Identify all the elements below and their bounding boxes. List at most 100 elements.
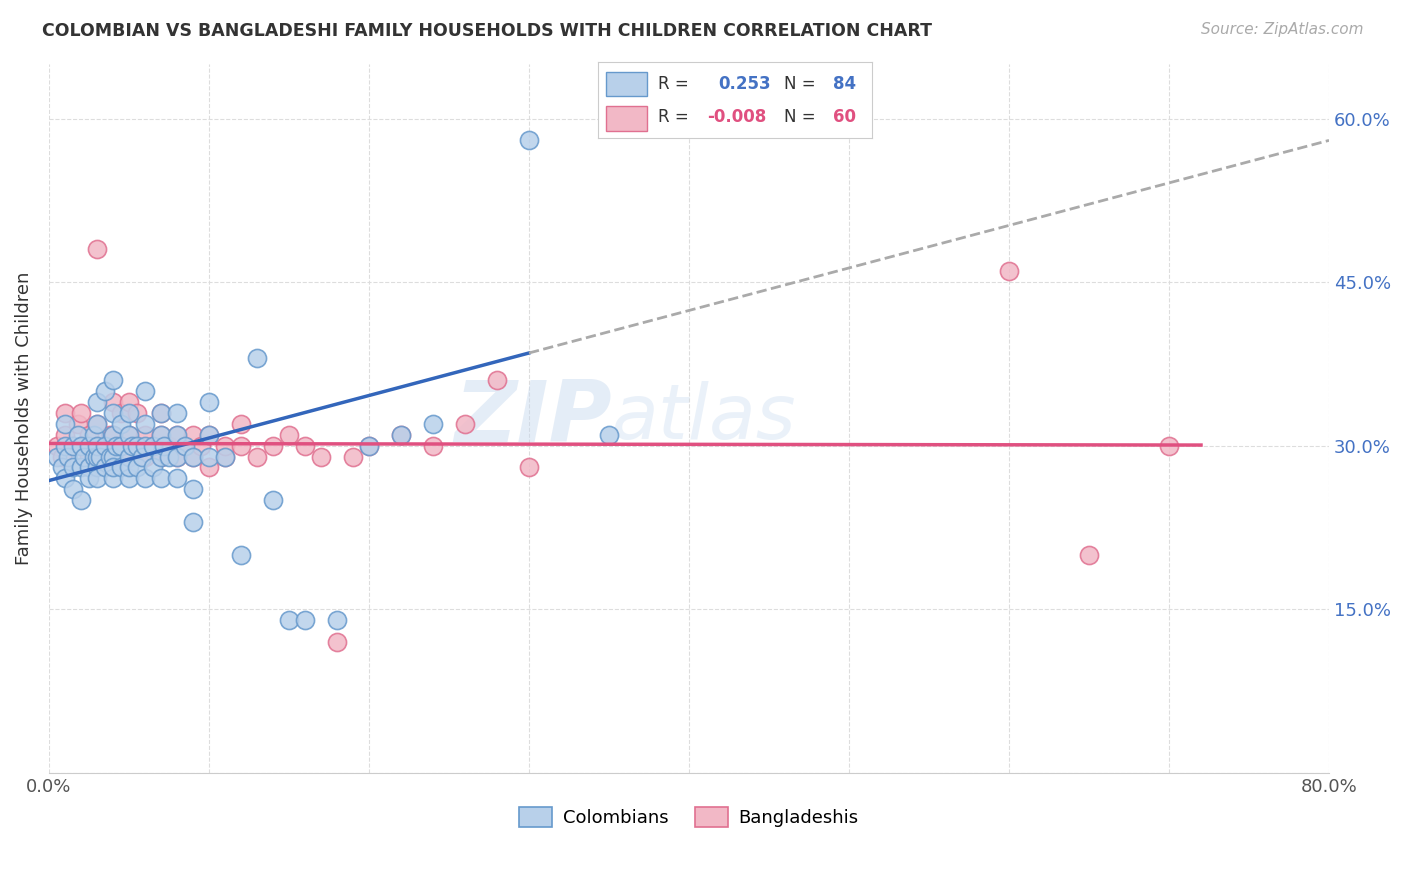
- Point: [262, 493, 284, 508]
- Point: [134, 471, 156, 485]
- Point: [125, 439, 148, 453]
- Point: [70, 439, 93, 453]
- Point: [73, 450, 96, 464]
- Point: [278, 613, 301, 627]
- Point: [53, 427, 76, 442]
- Point: [142, 460, 165, 475]
- Point: [101, 460, 124, 475]
- Point: [70, 460, 93, 475]
- Point: [101, 406, 124, 420]
- Bar: [606, 106, 647, 130]
- Point: [83, 427, 105, 442]
- Point: [262, 439, 284, 453]
- Point: [294, 613, 316, 627]
- Point: [86, 439, 108, 453]
- Point: [198, 450, 221, 464]
- Point: [149, 406, 172, 420]
- Point: [86, 471, 108, 485]
- Point: [70, 439, 93, 453]
- Point: [46, 450, 69, 464]
- Point: [214, 450, 236, 464]
- Point: [181, 515, 204, 529]
- Point: [121, 439, 143, 453]
- Point: [101, 373, 124, 387]
- Point: [1157, 439, 1180, 453]
- Text: 60: 60: [834, 108, 856, 126]
- Point: [198, 427, 221, 442]
- Point: [229, 439, 252, 453]
- Point: [422, 439, 444, 453]
- Point: [326, 635, 349, 649]
- Point: [149, 450, 172, 464]
- Point: [86, 243, 108, 257]
- Point: [174, 439, 197, 453]
- Point: [101, 471, 124, 485]
- Point: [389, 427, 412, 442]
- Point: [157, 439, 180, 453]
- Point: [101, 395, 124, 409]
- Point: [166, 427, 188, 442]
- Point: [342, 450, 364, 464]
- Point: [86, 460, 108, 475]
- Point: [118, 427, 141, 442]
- Point: [70, 406, 93, 420]
- Point: [166, 406, 188, 420]
- Point: [77, 439, 100, 453]
- Point: [149, 471, 172, 485]
- Point: [101, 427, 124, 442]
- Point: [198, 427, 221, 442]
- Point: [246, 351, 269, 366]
- Point: [83, 450, 105, 464]
- Point: [454, 417, 477, 431]
- Point: [105, 439, 128, 453]
- Point: [62, 460, 84, 475]
- Point: [149, 450, 172, 464]
- Point: [149, 427, 172, 442]
- Point: [246, 450, 269, 464]
- Point: [46, 439, 69, 453]
- Point: [89, 450, 111, 464]
- Point: [294, 439, 316, 453]
- Point: [118, 406, 141, 420]
- Point: [118, 427, 141, 442]
- Point: [118, 450, 141, 464]
- Text: R =: R =: [658, 75, 689, 93]
- Point: [86, 450, 108, 464]
- Point: [53, 417, 76, 431]
- Point: [94, 439, 117, 453]
- Point: [174, 439, 197, 453]
- Point: [62, 439, 84, 453]
- Point: [56, 450, 79, 464]
- Point: [70, 493, 93, 508]
- Point: [118, 450, 141, 464]
- Point: [149, 406, 172, 420]
- Point: [198, 395, 221, 409]
- Point: [326, 613, 349, 627]
- Point: [94, 384, 117, 399]
- Point: [110, 460, 132, 475]
- Point: [51, 460, 73, 475]
- Point: [66, 417, 89, 431]
- Point: [77, 427, 100, 442]
- Point: [134, 450, 156, 464]
- Point: [157, 450, 180, 464]
- Point: [101, 450, 124, 464]
- Text: atlas: atlas: [612, 382, 797, 456]
- Point: [77, 450, 100, 464]
- Point: [998, 264, 1021, 278]
- Point: [278, 427, 301, 442]
- Point: [94, 460, 117, 475]
- Legend: Colombians, Bangladeshis: Colombians, Bangladeshis: [512, 799, 866, 835]
- Point: [134, 439, 156, 453]
- Point: [142, 439, 165, 453]
- Point: [110, 417, 132, 431]
- Point: [190, 439, 212, 453]
- Point: [86, 417, 108, 431]
- Point: [86, 395, 108, 409]
- Point: [134, 417, 156, 431]
- Point: [125, 460, 148, 475]
- Text: 84: 84: [834, 75, 856, 93]
- Point: [149, 427, 172, 442]
- Point: [181, 427, 204, 442]
- Point: [198, 460, 221, 475]
